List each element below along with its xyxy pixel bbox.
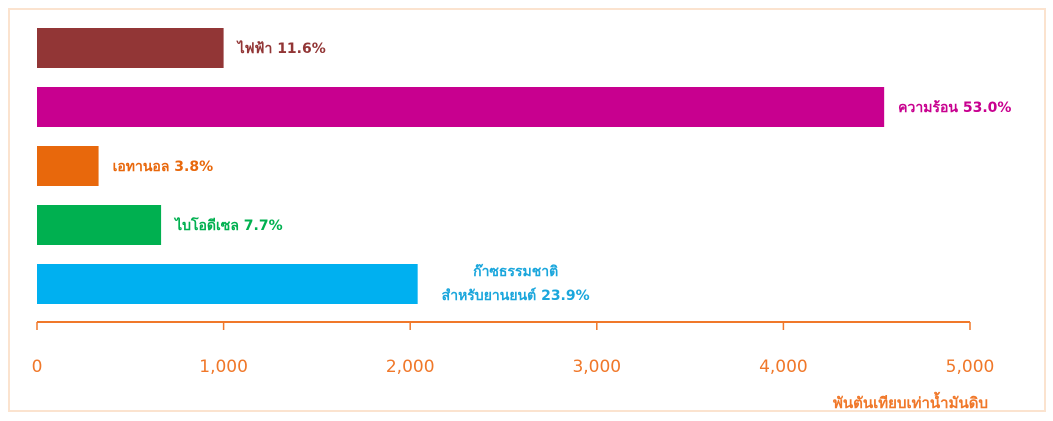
x-tick-label-4: 4,000 — [759, 357, 808, 377]
x-tick-label-5: 5,000 — [946, 357, 995, 377]
bar-4 — [37, 264, 418, 304]
bar-label-0: ไฟฟ้า 11.6% — [236, 39, 326, 57]
x-tick-label-3: 3,000 — [572, 357, 621, 377]
bars-group — [37, 28, 885, 304]
bar-label-2: เอทานอล 3.8% — [113, 159, 214, 175]
chart-frame — [8, 8, 1046, 412]
bar-0 — [37, 28, 224, 68]
x-tick-label-2: 2,000 — [386, 357, 435, 377]
x-ticks-group: 0 1,000 2,000 3,000 4,000 5,000 — [32, 322, 995, 377]
bar-1 — [37, 87, 885, 127]
bar-3 — [37, 205, 162, 245]
bar-2 — [37, 146, 99, 186]
bar-labels-group: ไฟฟ้า 11.6% ความร้อน 53.0% เอทานอล 3.8% ไบโ… — [113, 39, 1012, 304]
x-tick-label-0: 0 — [32, 357, 43, 377]
bar-label-4-line-0: ก๊าซธรรมชาติ — [473, 263, 558, 280]
bar-label-4: ก๊าซธรรมชาติสำหรับยานยนต์ 23.9% — [442, 263, 590, 304]
x-tick-label-1: 1,000 — [199, 357, 248, 377]
x-axis-title: พันตันเทียบเท่าน้ำมันดิบ — [833, 391, 988, 412]
bar-label-3: ไบโอดีเซล 7.7% — [173, 216, 283, 234]
bar-label-4-line-1: สำหรับยานยนต์ 23.9% — [442, 287, 590, 304]
bar-label-1: ความร้อน 53.0% — [898, 100, 1011, 116]
